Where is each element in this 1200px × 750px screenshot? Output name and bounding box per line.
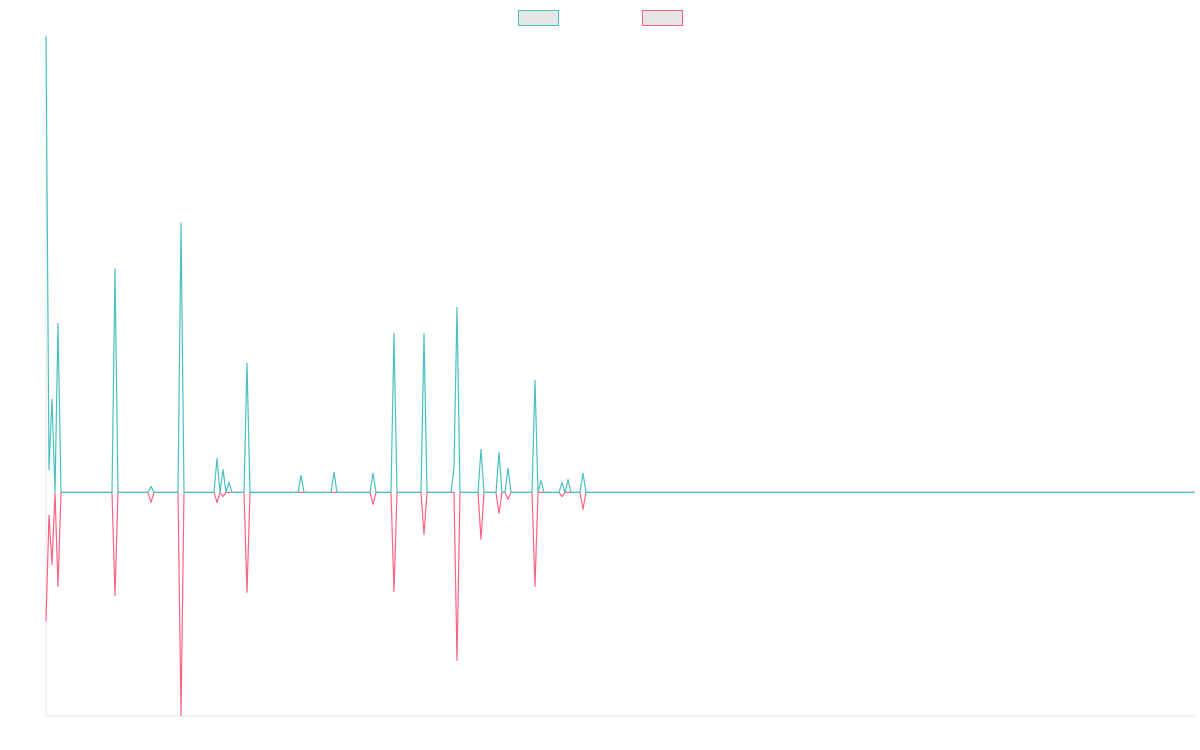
legend-swatch	[642, 10, 683, 26]
series-line	[45, 35, 1195, 493]
legend-swatch	[518, 10, 559, 26]
series-line	[45, 491, 1195, 717]
